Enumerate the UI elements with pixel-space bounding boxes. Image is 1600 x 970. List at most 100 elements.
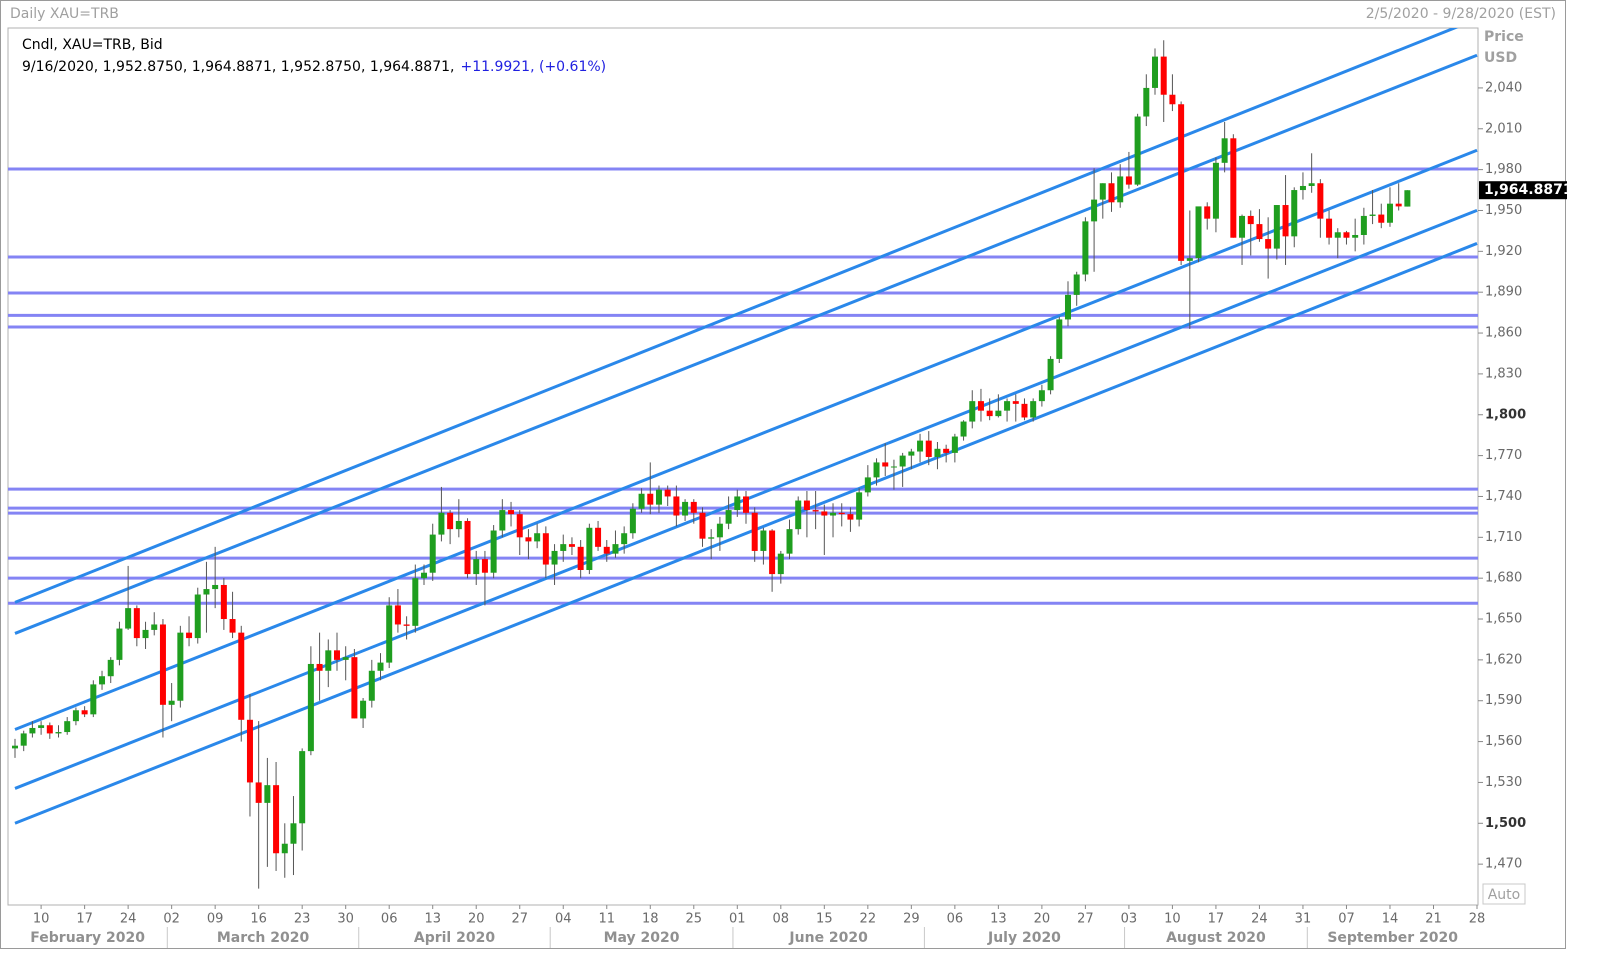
candle-body xyxy=(1108,183,1115,203)
x-tick-label: 11 xyxy=(598,912,615,927)
plot xyxy=(8,28,1478,889)
candle-body xyxy=(1038,390,1045,402)
candle-body xyxy=(1064,294,1071,320)
y-tick-label: 2,040 xyxy=(1485,80,1522,95)
candle-body xyxy=(1308,183,1315,186)
candle-body xyxy=(1169,94,1176,105)
y-tick-label: 1,890 xyxy=(1485,285,1522,300)
candle-body xyxy=(647,493,654,505)
candle-body xyxy=(72,710,79,722)
y-axis-unit: USD xyxy=(1484,50,1517,66)
x-tick-label: 03 xyxy=(1121,912,1138,927)
candle-body xyxy=(795,500,802,530)
x-tick-label: 09 xyxy=(207,912,224,927)
candle-body xyxy=(725,510,732,524)
candle-body xyxy=(595,527,602,547)
x-tick-label: 17 xyxy=(76,912,93,927)
x-tick-label: 13 xyxy=(990,912,1007,927)
y-tick-label: 1,740 xyxy=(1485,489,1522,504)
candle-body xyxy=(908,451,915,456)
candle-body xyxy=(1099,183,1106,200)
x-tick-label: 16 xyxy=(250,912,267,927)
y-tick-label: 1,710 xyxy=(1485,530,1522,545)
candle-body xyxy=(151,624,158,630)
month-label: August 2020 xyxy=(1166,930,1266,946)
candle-body xyxy=(960,421,967,437)
candle-body xyxy=(142,629,149,639)
candle-body xyxy=(64,721,71,733)
candle-body xyxy=(168,700,175,705)
candle-body xyxy=(629,508,636,534)
candle-body xyxy=(1299,185,1306,191)
x-tick-label: 04 xyxy=(555,912,572,927)
y-tick-label: 1,830 xyxy=(1485,366,1522,381)
candle-body xyxy=(508,510,515,515)
candle-body xyxy=(830,512,837,516)
x-tick-label: 25 xyxy=(686,912,703,927)
candle-body xyxy=(159,624,166,705)
candle-body xyxy=(220,584,227,620)
candle-body xyxy=(1047,358,1054,391)
candle-body xyxy=(412,578,419,626)
candle-body xyxy=(655,489,662,505)
last-price-tag xyxy=(1479,181,1567,200)
candle-body xyxy=(551,550,558,565)
candle-body xyxy=(812,510,819,512)
x-tick-label: 31 xyxy=(1295,912,1312,927)
x-tick-label: 14 xyxy=(1382,912,1399,927)
candle-body xyxy=(1317,183,1324,219)
y-tick-label: 1,650 xyxy=(1485,612,1522,627)
candle-body xyxy=(342,657,349,660)
candle-body xyxy=(229,619,236,633)
candle-body xyxy=(473,559,480,575)
candle-body xyxy=(125,608,132,629)
legend-title: Cndl, XAU=TRB, Bid xyxy=(22,37,163,53)
candle-body xyxy=(186,632,193,639)
candle-body xyxy=(1186,258,1193,261)
candle-body xyxy=(490,530,497,573)
auto-button-label[interactable]: Auto xyxy=(1488,887,1521,903)
y-tick-label: 1,470 xyxy=(1485,857,1522,872)
info-prices: 9/16/2020, 1,952.8750, 1,964.8871, 1,952… xyxy=(22,59,454,75)
candle-body xyxy=(838,512,845,515)
candle-body xyxy=(403,624,410,626)
x-tick-label: 27 xyxy=(1077,912,1094,927)
x-tick-label: 24 xyxy=(1251,912,1268,927)
candle-body xyxy=(273,785,280,854)
candle-body xyxy=(786,529,793,554)
candle-body xyxy=(90,684,97,715)
candle-body xyxy=(1012,401,1019,404)
candle-body xyxy=(516,514,523,538)
candle-body xyxy=(664,489,671,497)
x-tick-label: 07 xyxy=(1338,912,1355,927)
x-tick-label: 06 xyxy=(381,912,398,927)
candle-body xyxy=(307,663,314,752)
y-tick-label: 1,680 xyxy=(1485,571,1522,586)
x-tick-label: 01 xyxy=(729,912,746,927)
month-label: February 2020 xyxy=(30,930,145,946)
candle-body xyxy=(316,663,323,671)
candle-body xyxy=(586,527,593,570)
candle-body xyxy=(1386,203,1393,223)
candle-body xyxy=(1082,221,1089,275)
candle-body xyxy=(29,727,36,734)
candle-body xyxy=(690,501,697,513)
candle-body xyxy=(1282,205,1289,237)
candle-body xyxy=(1204,206,1211,219)
candle-body xyxy=(1273,205,1280,249)
candle-body xyxy=(1326,218,1333,238)
y-tick-label: 1,530 xyxy=(1485,775,1522,790)
candle-body xyxy=(438,512,445,535)
candle-body xyxy=(1004,401,1011,411)
candle-body xyxy=(1117,176,1124,203)
candle-body xyxy=(20,733,27,746)
candle-body xyxy=(99,676,106,685)
auto-button[interactable] xyxy=(1482,883,1526,905)
x-tick-label: 24 xyxy=(120,912,137,927)
y-tick-label: 1,950 xyxy=(1485,203,1522,218)
candle-body xyxy=(38,725,45,728)
candle-body xyxy=(1378,214,1385,223)
candle-body xyxy=(212,584,219,590)
x-tick-label: 02 xyxy=(163,912,180,927)
